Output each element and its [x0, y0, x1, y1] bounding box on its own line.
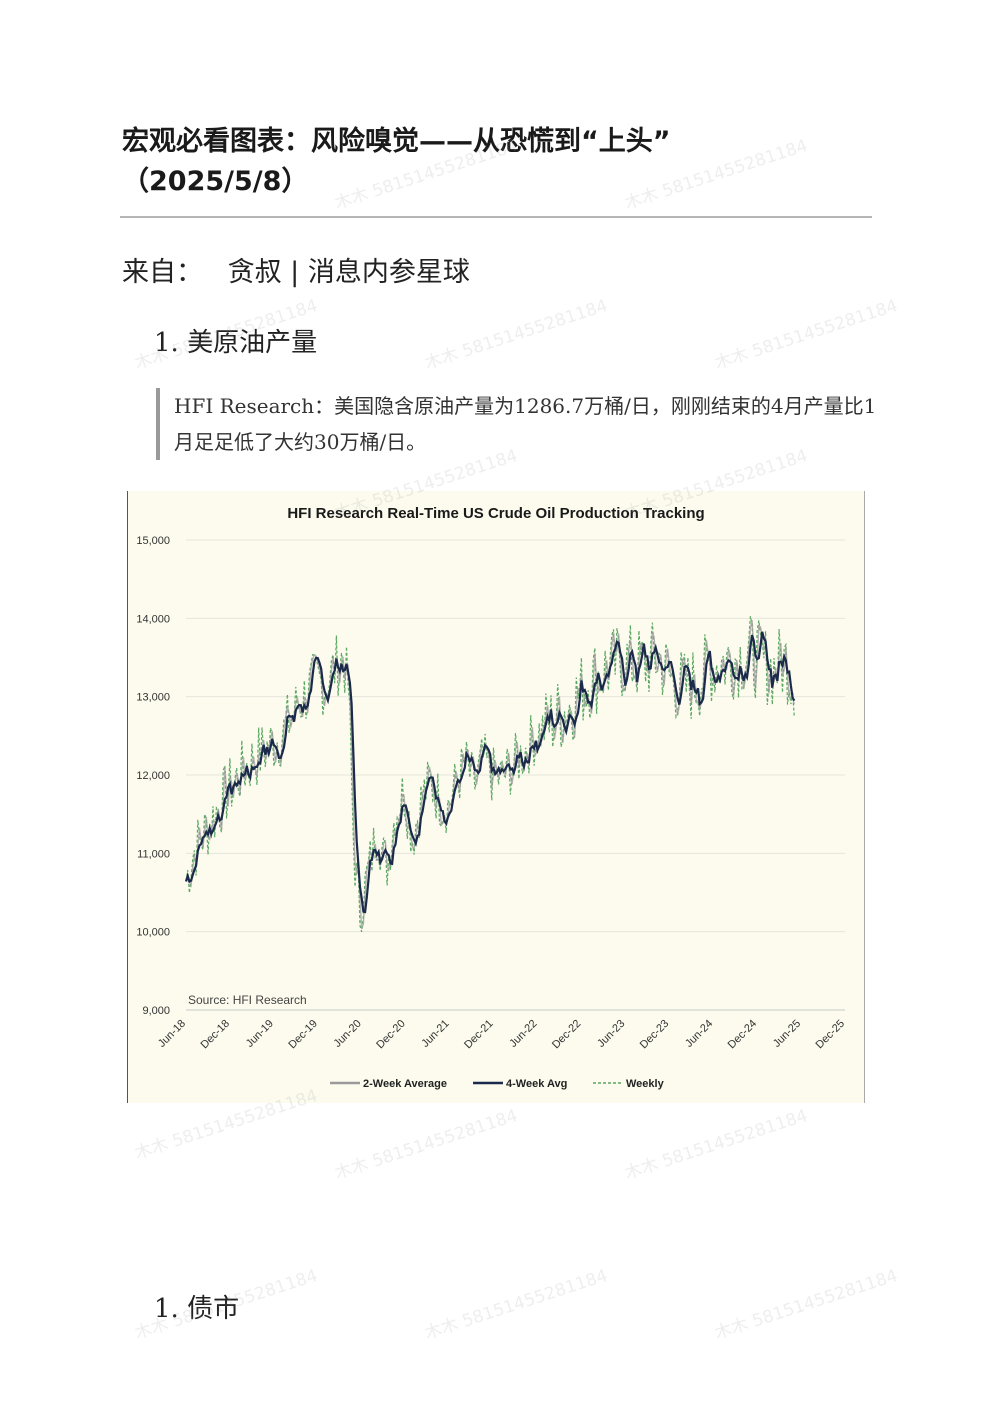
quote-text: HFI Research：美国隐含原油产量为1286.7万桶/日，刚刚结束的4月… [174, 394, 877, 454]
source-prefix: 来自： [122, 257, 203, 288]
watermark-text: 木木 58151455281184 [332, 1105, 521, 1184]
y-tick-label: 9,000 [142, 1005, 170, 1017]
y-tick-label: 15,000 [136, 535, 170, 547]
legend-item: 4-Week Avg [473, 1078, 567, 1090]
x-tick-label: Dec-22 [550, 1018, 584, 1052]
section-heading-crude-oil: 1. 美原油产量 [154, 328, 318, 358]
series-2-week-average-line [185, 619, 795, 930]
x-tick-label: Jun-19 [244, 1018, 276, 1050]
x-tick-label: Dec-23 [638, 1018, 672, 1052]
y-tick-label: 14,000 [136, 613, 170, 625]
x-tick-label: Dec-25 [814, 1018, 848, 1052]
series-weekly-line [185, 616, 795, 932]
watermark-text: 木木 58151455281184 [712, 295, 901, 374]
article-title-line1: 宏观必看图表：风险嗅觉——从恐慌到“上头” [122, 126, 671, 157]
legend-label: Weekly [626, 1078, 665, 1090]
y-tick-label: 10,000 [136, 927, 170, 939]
title-divider [120, 216, 872, 218]
x-tick-label: Dec-20 [374, 1018, 408, 1052]
y-tick-label: 12,000 [136, 770, 170, 782]
x-tick-label: Dec-21 [462, 1018, 496, 1052]
legend-label: 4-Week Avg [506, 1078, 567, 1090]
watermark-text: 木木 58151455281184 [712, 1265, 901, 1344]
x-tick-label: Jun-22 [507, 1018, 539, 1050]
x-tick-label: Jun-24 [683, 1018, 715, 1050]
x-tick-label: Jun-23 [595, 1018, 627, 1050]
x-tick-label: Dec-24 [726, 1018, 760, 1052]
y-tick-label: 11,000 [137, 848, 170, 860]
x-tick-label: Jun-18 [156, 1018, 188, 1050]
chart-source-note: Source: HFI Research [188, 993, 307, 1007]
legend-item: Weekly [593, 1078, 665, 1090]
crude-production-chart: HFI Research Real-Time US Crude Oil Prod… [127, 491, 865, 1103]
article-title-line2: （2025/5/8） [122, 166, 309, 197]
watermark-text: 木木 58151455281184 [422, 1265, 611, 1344]
watermark-text: 木木 58151455281184 [622, 1105, 811, 1184]
chart-svg: HFI Research Real-Time US Crude Oil Prod… [136, 505, 848, 1090]
section-heading-bonds: 1. 债市 [154, 1294, 240, 1324]
x-tick-label: Jun-20 [332, 1018, 364, 1050]
series-4-week-avg-line [184, 631, 796, 914]
x-tick-label: Dec-19 [286, 1018, 320, 1052]
article-title: 宏观必看图表：风险嗅觉——从恐慌到“上头” （2025/5/8） [122, 122, 842, 202]
x-tick-label: Jun-21 [419, 1018, 451, 1050]
source-line: 来自： 贪叔 | 消息内参星球 [122, 250, 470, 289]
legend-label: 2-Week Average [363, 1078, 447, 1090]
legend-item: 2-Week Average [330, 1078, 447, 1090]
quote-block: HFI Research：美国隐含原油产量为1286.7万桶/日，刚刚结束的4月… [156, 388, 889, 460]
y-tick-label: 13,000 [136, 692, 170, 704]
x-tick-label: Dec-18 [198, 1018, 232, 1052]
chart-title: HFI Research Real-Time US Crude Oil Prod… [287, 505, 704, 522]
x-tick-label: Jun-25 [771, 1018, 803, 1050]
source-name: 贪叔 | 消息内参星球 [227, 257, 470, 288]
watermark-text: 木木 58151455281184 [422, 295, 611, 374]
